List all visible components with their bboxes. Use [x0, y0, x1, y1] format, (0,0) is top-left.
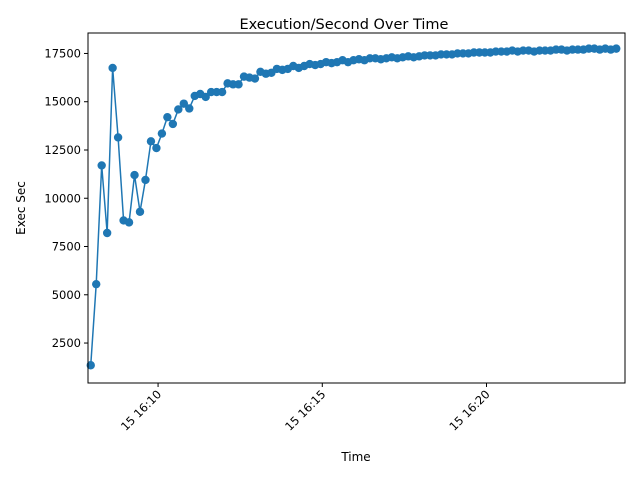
plot-frame	[87, 32, 626, 384]
data-point	[102, 228, 112, 238]
y-tick-label: 2500	[52, 336, 81, 350]
chart-title: Execution/Second Over Time	[240, 17, 449, 33]
y-tick-label: 12500	[44, 143, 81, 157]
data-point	[179, 99, 188, 108]
y-axis-ticks: 2500 5000 7500 10000 12500 15000 17500	[44, 46, 88, 350]
data-point	[185, 104, 194, 113]
data-point	[124, 218, 134, 227]
data-point	[135, 207, 145, 216]
data-point	[234, 80, 243, 89]
data-point	[612, 44, 621, 53]
x-axis-label: Time	[340, 450, 370, 464]
data-point	[168, 119, 178, 129]
data-point	[217, 87, 227, 97]
data-point	[92, 279, 101, 289]
data-point	[250, 74, 260, 83]
y-tick-label: 15000	[44, 95, 81, 109]
data-point	[97, 161, 106, 170]
data-point	[141, 175, 150, 185]
data-point	[113, 133, 123, 142]
data-point	[108, 63, 117, 73]
data-point	[163, 112, 172, 122]
data-point	[146, 137, 156, 146]
y-tick-label: 10000	[44, 191, 81, 205]
data-point	[86, 361, 95, 370]
data-point	[201, 92, 210, 102]
y-tick-label: 17500	[44, 46, 81, 60]
data-point	[174, 105, 183, 114]
y-tick-label: 7500	[52, 240, 81, 254]
y-axis-label: Exec Sec	[14, 181, 28, 235]
plot-marks	[86, 44, 621, 370]
data-point	[157, 129, 167, 138]
y-tick-label: 5000	[52, 288, 81, 302]
data-point	[152, 143, 161, 153]
data-point	[130, 170, 139, 180]
